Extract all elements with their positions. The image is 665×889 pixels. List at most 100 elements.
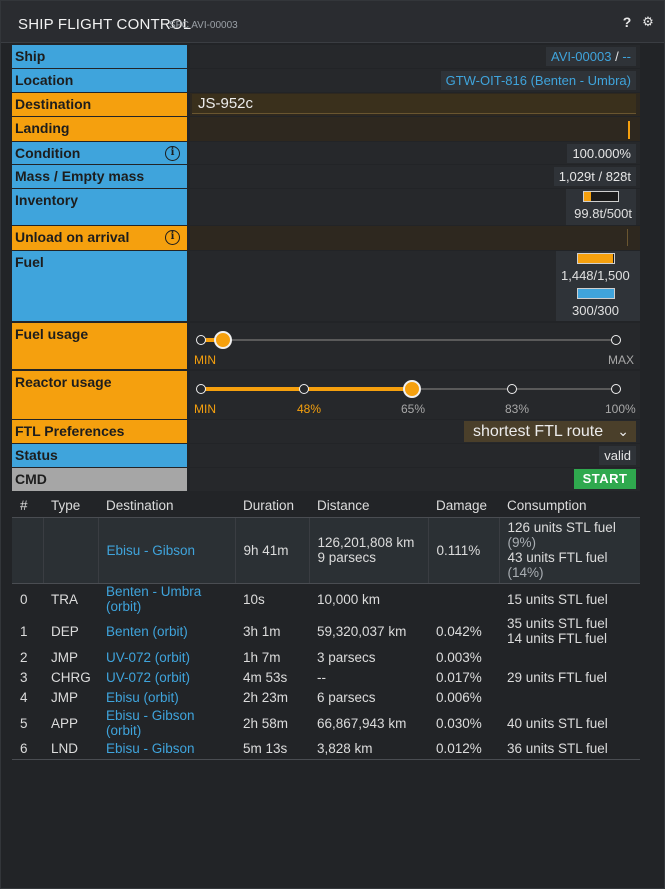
fuel-label: Fuel <box>12 251 187 321</box>
col-distance: Distance <box>309 495 428 518</box>
inventory-box: 99.8t/500t <box>566 189 636 225</box>
leg-destination-link[interactable]: Ebisu - Gibson (orbit) <box>106 708 195 738</box>
title-bar[interactable]: SHIP FLIGHT CONTROL SFC AVI-00003 ? ⚙ <box>1 1 664 43</box>
total-damage: 0.111% <box>427 517 499 584</box>
fuel-row: Fuel 1,448/1,500 300/300 <box>12 251 640 321</box>
reactor-tick-48[interactable] <box>299 384 309 394</box>
inventory-bar-fill <box>584 192 591 201</box>
ship-value: AVI-00003 / -- <box>545 47 636 66</box>
reactor-label-65: 65% <box>401 402 426 416</box>
landing-row: Landing <box>12 117 640 141</box>
ftl-fuel-bar <box>577 288 615 299</box>
table-row: 3 CHRG UV-072 (orbit) 4m 53s -- 0.017% 2… <box>12 667 640 687</box>
reactor-usage-handle[interactable] <box>403 380 421 398</box>
fuel-usage-max-tick[interactable] <box>611 335 621 345</box>
landing-caret <box>628 121 630 139</box>
location-label: Location <box>12 69 187 92</box>
total-consumption: 126 units STL fuel (9%) 43 units FTL fue… <box>498 517 640 584</box>
status-row: Status valid <box>12 444 640 467</box>
table-row: 1 DEP Benten (orbit) 3h 1m 59,320,037 km… <box>20 616 608 646</box>
stl-fuel-value: 1,448/1,500 <box>561 268 630 283</box>
table-row: 0 TRA Benten - Umbra (orbit) 10s 10,000 k… <box>20 584 608 615</box>
ftl-fuel-value: 300/300 <box>572 303 619 318</box>
reactor-usage-label: Reactor usage <box>12 371 187 419</box>
stl-fuel-bar-fill <box>578 254 613 263</box>
table-header: # Type Destination Duration Distance Dam… <box>12 495 640 518</box>
leg-destination-link[interactable]: Benten - Umbra (orbit) <box>106 584 202 615</box>
location-link[interactable]: GTW-OIT-816 (Benten - Umbra) <box>445 73 631 88</box>
reactor-label-100: 100% <box>605 402 636 416</box>
reactor-usage-row: Reactor usage MIN 48% 65% 83% 100% <box>12 371 640 419</box>
route-table: # Type Destination Duration Distance Dam… <box>12 495 640 760</box>
reactor-label-48: 48% <box>297 402 322 416</box>
question-icon[interactable]: ? <box>622 14 632 30</box>
ship-row: Ship AVI-00003 / -- <box>12 45 640 68</box>
leg-destination-link[interactable]: UV-072 (orbit) <box>106 669 191 685</box>
fuel-usage-label: Fuel usage <box>12 323 187 369</box>
table-row: 2 JMP UV-072 (orbit) 1h 7m 3 parsecs 0.0… <box>12 647 640 667</box>
ship-extra-link[interactable]: -- <box>622 49 631 64</box>
reactor-label-83: 83% <box>505 402 530 416</box>
fuel-usage-fill <box>201 338 223 342</box>
window-subtitle: SFC AVI-00003 <box>169 20 238 31</box>
destination-label: Destination <box>12 93 187 116</box>
fuel-usage-slider[interactable]: MIN MAX <box>190 323 640 369</box>
fuel-usage-handle[interactable] <box>214 331 232 349</box>
mass-value: 1,029t / 828t <box>553 167 636 186</box>
reactor-tick-100[interactable] <box>611 384 621 394</box>
table-row: 6 LND Ebisu - Gibson 5m 13s 3,828 km 0.0… <box>12 739 640 760</box>
leg-destination-link[interactable]: Ebisu (orbit) <box>106 689 179 705</box>
stl-fuel-bar <box>577 253 615 264</box>
total-distance: 126,201,808 km 9 parsecs <box>308 517 428 584</box>
unload-row: Unload on arrival i <box>12 226 640 250</box>
info-icon[interactable]: i <box>165 146 180 161</box>
location-row: Location GTW-OIT-816 (Benten - Umbra) <box>12 69 640 92</box>
table-row: 4 JMP Ebisu (orbit) 2h 23m 6 parsecs 0.0… <box>12 687 640 707</box>
reactor-tick-83[interactable] <box>507 384 517 394</box>
inventory-bar <box>583 191 619 202</box>
mass-label: Mass / Empty mass <box>12 165 187 188</box>
status-value: valid <box>599 446 636 465</box>
chevron-down-icon: ⌄ <box>617 423 629 439</box>
landing-label: Landing <box>12 117 187 141</box>
ftl-preferences-select[interactable]: shortest FTL route ⌄ <box>464 421 636 442</box>
ship-link[interactable]: AVI-00003 <box>550 49 612 64</box>
destination-input[interactable]: JS-952c <box>192 94 636 114</box>
unload-input[interactable] <box>190 226 640 250</box>
fuel-box: 1,448/1,500 300/300 <box>556 251 640 321</box>
col-destination: Destination <box>98 495 235 518</box>
mass-row: Mass / Empty mass 1,029t / 828t <box>12 165 640 188</box>
reactor-label-min: MIN <box>194 402 216 416</box>
cmd-row: CMD START <box>12 468 640 491</box>
reactor-usage-slider[interactable]: MIN 48% 65% 83% 100% <box>190 371 640 419</box>
table-row: 5 APP Ebisu - Gibson (orbit) 2h 58m 66,86… <box>20 708 608 738</box>
leg-destination-link[interactable]: Benten (orbit) <box>106 623 188 639</box>
total-destination-link[interactable]: Ebisu - Gibson <box>97 517 235 584</box>
col-damage: Damage <box>428 495 499 518</box>
fuel-usage-row: Fuel usage MIN MAX <box>12 323 640 369</box>
fuel-usage-min-tick[interactable] <box>196 335 206 345</box>
condition-label: Condition i <box>12 142 187 164</box>
start-button[interactable]: START <box>574 469 636 489</box>
inventory-value: 99.8t/500t <box>574 206 632 221</box>
window-title: SHIP FLIGHT CONTROL <box>18 16 192 33</box>
col-type: Type <box>43 495 98 518</box>
unload-label: Unload on arrival i <box>12 226 187 250</box>
condition-row: Condition i 100.000% <box>12 142 640 164</box>
fuel-usage-max-label: MAX <box>608 353 635 367</box>
fuel-usage-min-label: MIN <box>194 353 216 367</box>
status-label: Status <box>12 444 187 467</box>
ship-label: Ship <box>12 45 187 68</box>
reactor-tick-min[interactable] <box>196 384 206 394</box>
condition-value: 100.000% <box>567 144 636 163</box>
info-icon[interactable]: i <box>165 230 180 245</box>
leg-destination-link[interactable]: Ebisu - Gibson <box>98 739 235 760</box>
gear-icon[interactable]: ⚙ <box>642 14 654 29</box>
total-duration: 9h 41m <box>234 517 309 584</box>
col-number: # <box>12 495 43 518</box>
landing-input[interactable] <box>190 117 640 141</box>
leg-destination-link[interactable]: UV-072 (orbit) <box>106 649 191 665</box>
ftl-preferences-label: FTL Preferences <box>12 420 187 443</box>
col-consumption: Consumption <box>499 495 640 518</box>
